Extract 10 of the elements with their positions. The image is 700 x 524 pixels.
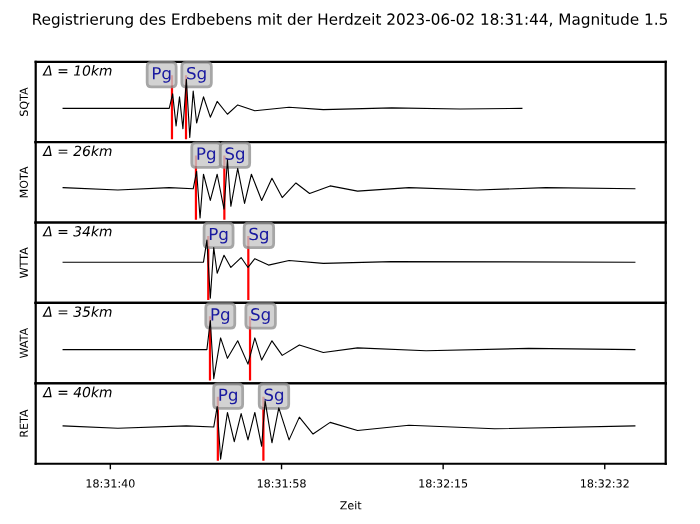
- ref-line-label: Sg: [225, 147, 244, 164]
- ref-line-label: Pg: [152, 67, 171, 83]
- ref-line-label: Sg: [187, 66, 206, 83]
- ref-line-label: Sg: [249, 227, 268, 244]
- ref-line-label: Pg: [209, 227, 228, 244]
- ref-line-label: Pg: [197, 147, 216, 164]
- ref-line-label: Pg: [211, 308, 230, 324]
- ref-line-label: Sg: [251, 308, 270, 324]
- ref-line-label: Pg: [219, 388, 237, 405]
- ref-line-label: Sg: [264, 388, 284, 405]
